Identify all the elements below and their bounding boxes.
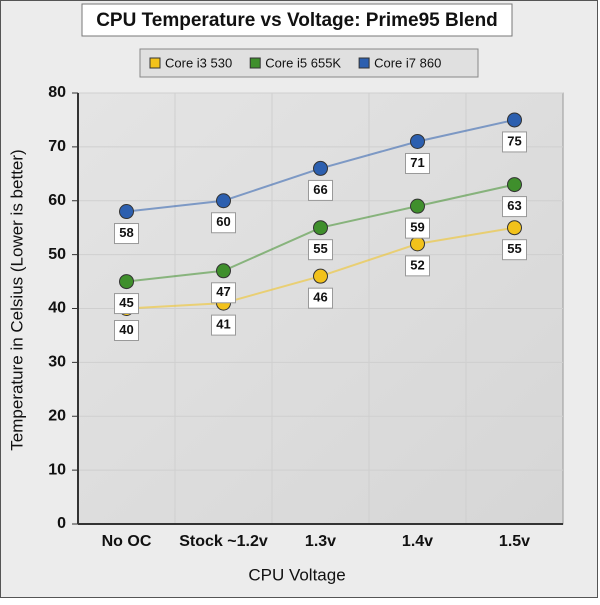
data-label: 40 xyxy=(119,322,133,337)
point xyxy=(507,177,522,193)
x-tick-label: Stock ~1.2v xyxy=(179,533,268,550)
y-tick-label: 20 xyxy=(48,407,66,424)
x-tick-label: No OC xyxy=(102,533,152,550)
data-label-box xyxy=(502,131,527,153)
data-label-box xyxy=(114,293,139,315)
y-tick-label: 50 xyxy=(48,246,66,263)
point xyxy=(313,220,328,236)
y-tick-label: 80 xyxy=(48,84,66,101)
x-axis-title: CPU Voltage xyxy=(248,565,345,584)
data-label-box xyxy=(405,152,430,174)
data-label-box xyxy=(308,239,333,261)
data-label-box xyxy=(502,196,527,218)
point xyxy=(410,198,425,214)
data-label-box xyxy=(308,287,333,309)
y-tick-label: 40 xyxy=(48,300,66,317)
legend-swatch xyxy=(358,57,370,69)
data-label: 41 xyxy=(216,317,230,332)
data-label-box xyxy=(211,282,236,304)
data-label: 58 xyxy=(119,225,133,240)
data-label: 75 xyxy=(507,133,521,148)
point xyxy=(119,274,134,290)
data-label: 47 xyxy=(216,284,230,299)
legend-swatch xyxy=(249,57,261,69)
data-label: 55 xyxy=(313,241,327,256)
data-label-box xyxy=(211,212,236,234)
point xyxy=(507,220,522,236)
data-label: 46 xyxy=(313,290,327,305)
x-tick-label: 1.3v xyxy=(305,533,336,550)
point xyxy=(410,236,425,252)
y-tick-label: 70 xyxy=(48,138,66,155)
data-label: 52 xyxy=(410,257,424,272)
x-tick-label: 1.5v xyxy=(499,533,530,550)
data-label-box xyxy=(211,314,236,336)
data-label: 45 xyxy=(119,295,133,310)
data-label: 66 xyxy=(313,182,327,197)
point xyxy=(507,112,522,128)
legend-swatch xyxy=(149,57,161,69)
legend-label: Core i7 860 xyxy=(374,55,441,70)
data-label: 55 xyxy=(507,241,521,256)
data-label: 59 xyxy=(410,220,424,235)
y-tick-label: 30 xyxy=(48,354,66,371)
title-box xyxy=(81,3,513,37)
point xyxy=(313,268,328,284)
data-label-box xyxy=(502,239,527,261)
data-label-box xyxy=(405,217,430,239)
data-label-box xyxy=(114,320,139,341)
y-axis-title: Temperature in Celsius (Lower is better) xyxy=(7,149,26,450)
data-label: 60 xyxy=(216,214,230,229)
y-tick-label: 60 xyxy=(48,192,66,209)
point xyxy=(216,263,231,279)
point xyxy=(216,193,231,209)
y-tick-label: 0 xyxy=(57,515,66,532)
legend-label: Core i5 655K xyxy=(265,55,341,70)
data-label-box xyxy=(308,179,333,201)
legend-box xyxy=(139,48,479,78)
x-tick-label: 1.4v xyxy=(402,533,433,550)
point xyxy=(410,133,425,149)
data-label-box xyxy=(405,255,430,277)
y-tick-label: 10 xyxy=(48,461,66,478)
data-label: 63 xyxy=(507,198,521,213)
legend-label: Core i3 530 xyxy=(165,55,232,70)
point xyxy=(313,160,328,176)
point xyxy=(119,204,134,220)
data-label: 71 xyxy=(410,155,424,170)
data-label-box xyxy=(114,223,139,245)
chart-title: CPU Temperature vs Voltage: Prime95 Blen… xyxy=(96,10,498,31)
